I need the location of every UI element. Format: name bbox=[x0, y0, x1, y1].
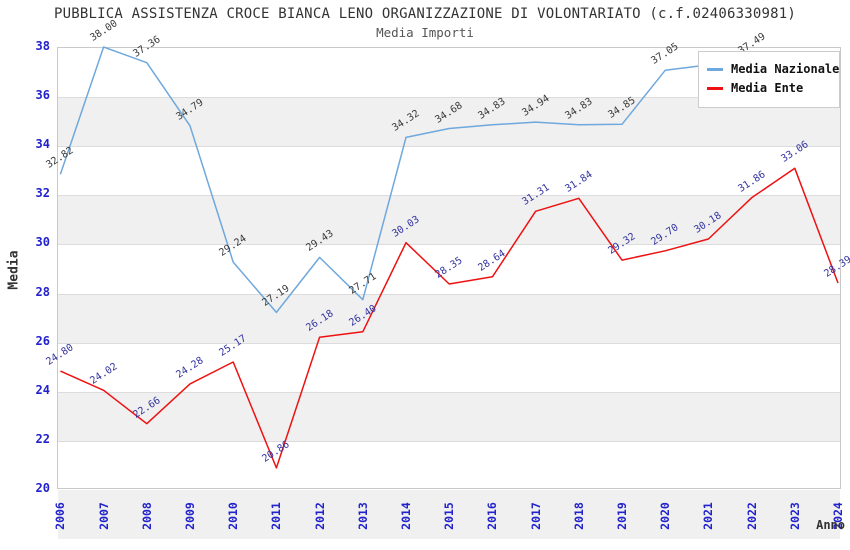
legend-item-media-ente: Media Ente bbox=[707, 80, 831, 96]
y-tick-label: 22 bbox=[35, 431, 50, 446]
x-tick-label: 2010 bbox=[226, 502, 241, 530]
y-tick-label: 20 bbox=[35, 481, 50, 495]
chart-title: PUBBLICA ASSISTENZA CROCE BIANCA LENO OR… bbox=[53, 6, 797, 22]
y-tick-label: 38 bbox=[35, 39, 50, 53]
x-tick-label: 2020 bbox=[658, 502, 673, 530]
gridline bbox=[58, 293, 840, 295]
x-tick-label: 2008 bbox=[139, 502, 154, 530]
x-tick-label: 2016 bbox=[485, 502, 500, 530]
y-tick-label: 24 bbox=[35, 382, 50, 397]
y-tick-label: 28 bbox=[35, 284, 50, 299]
y-tick-label: 26 bbox=[35, 333, 50, 348]
x-tick-label: 2007 bbox=[96, 502, 111, 530]
legend-swatch-media-ente bbox=[707, 86, 723, 90]
x-tick-label: 2017 bbox=[528, 502, 543, 530]
gridline bbox=[58, 440, 840, 442]
x-tick-label: 2018 bbox=[571, 502, 586, 530]
x-tick-label: 2019 bbox=[615, 502, 629, 530]
x-tick-label: 2009 bbox=[183, 502, 197, 530]
legend-label-media-ente: Media Ente bbox=[731, 81, 804, 95]
alt-band bbox=[58, 391, 840, 441]
alt-band bbox=[58, 293, 840, 343]
x-axis-title: Anno bbox=[816, 518, 845, 532]
gridline bbox=[58, 195, 840, 197]
x-tick-label: 2012 bbox=[312, 502, 327, 530]
alt-band bbox=[58, 490, 840, 540]
x-tick-label: 2023 bbox=[787, 502, 802, 530]
gridline bbox=[58, 342, 840, 344]
x-tick-label: 2021 bbox=[701, 502, 716, 530]
chart-subtitle: Media Importi bbox=[376, 25, 474, 40]
y-tick-label: 36 bbox=[35, 88, 50, 103]
x-tick-label: 2011 bbox=[269, 502, 284, 530]
gridline bbox=[58, 244, 840, 246]
gridline bbox=[58, 146, 840, 148]
gridline bbox=[58, 391, 840, 393]
y-tick-label: 30 bbox=[35, 235, 50, 250]
x-tick-label: 2022 bbox=[744, 502, 759, 530]
y-tick-label: 34 bbox=[35, 137, 50, 152]
legend-label-media-nazionale: Media Nazionale bbox=[731, 62, 840, 76]
y-tick-label: 32 bbox=[35, 186, 50, 201]
legend-swatch-media-nazionale bbox=[707, 67, 723, 71]
x-tick-label: 2013 bbox=[355, 502, 370, 530]
x-tick-label: 2014 bbox=[399, 502, 413, 530]
x-tick-label: 2006 bbox=[53, 502, 68, 530]
legend-item-media-nazionale: Media Nazionale bbox=[707, 61, 839, 77]
x-tick-label: 2015 bbox=[442, 502, 457, 530]
legend: Media Nazionale Media Ente bbox=[698, 51, 840, 108]
